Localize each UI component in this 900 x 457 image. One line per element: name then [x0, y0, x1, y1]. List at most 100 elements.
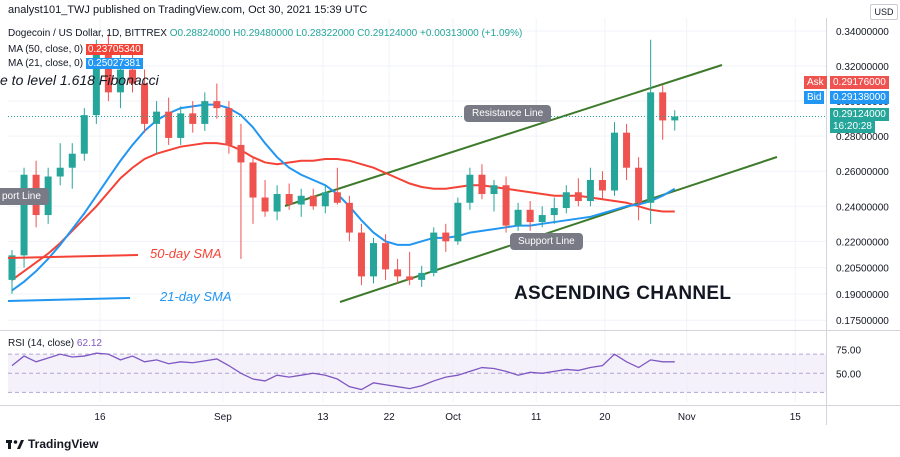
candle-body [357, 232, 365, 277]
channel-upper-line [284, 64, 723, 207]
price-tick-label: 0.20500000 [836, 264, 889, 275]
price-tick-label: 0.24000000 [836, 202, 889, 213]
candle-body [382, 243, 390, 270]
ask-label: Ask [804, 76, 827, 89]
support-line-label: Support Line [510, 233, 583, 250]
time-tick-label: Nov [678, 412, 696, 423]
candle-body [225, 108, 233, 145]
candle [80, 108, 88, 161]
price-tick-label: 0.19000000 [836, 290, 889, 301]
candle-body [550, 208, 558, 216]
sma21-legend-line [7, 297, 131, 302]
candle-body [562, 192, 570, 209]
candle [237, 123, 245, 259]
candle-body [56, 167, 64, 177]
candle-body [538, 215, 546, 223]
candle [116, 45, 124, 109]
candle-body [647, 92, 655, 203]
channel-lower-line [339, 156, 778, 303]
candle-body [659, 92, 667, 121]
candle [538, 206, 546, 228]
time-tick-label: 13 [317, 412, 329, 423]
candle-body [333, 192, 341, 203]
time-tick-label: Sep [214, 412, 232, 423]
candle-body [370, 243, 377, 277]
candle-body [466, 174, 474, 203]
candle-body [490, 185, 498, 195]
candle-body [586, 179, 594, 202]
publisher-line: analyst101_TWJ published on TradingView.… [8, 4, 367, 16]
candle [56, 143, 64, 186]
candles [8, 34, 679, 294]
candle-body [502, 185, 510, 226]
candle-body [285, 194, 293, 205]
time-tick-label: 22 [384, 412, 396, 423]
candle [502, 176, 510, 233]
candle-body [20, 174, 28, 256]
candle [611, 122, 618, 196]
resistance-line-label: Resistance Line [464, 105, 552, 122]
time-tick-label: 11 [531, 412, 542, 423]
price-tick-label: 0.26000000 [836, 167, 889, 178]
sma-legend-lines [7, 254, 139, 302]
candle [370, 237, 377, 284]
candle [418, 265, 426, 287]
rsi-value: 62.12 [76, 338, 102, 349]
candle [550, 197, 558, 224]
candle [249, 157, 257, 224]
candle-body [153, 111, 161, 124]
candle-body [345, 202, 353, 233]
sma50-annotation: 50-day SMA [150, 246, 222, 261]
high-value: H0.29480000 [233, 28, 294, 39]
candle [165, 97, 173, 145]
candle-body [141, 83, 149, 124]
currency-button[interactable]: USD [870, 4, 898, 20]
candle-body [213, 101, 221, 109]
candle [321, 185, 329, 214]
ma21-legend[interactable]: MA (21, close, 0) 0.25027381 [8, 58, 143, 69]
candle [261, 179, 269, 217]
rsi-legend[interactable]: RSI (14, close) 62.12 [8, 338, 102, 349]
price-tick-label: 0.17500000 [836, 316, 889, 327]
support-line-label-left: port Line [0, 188, 49, 205]
candle-body [623, 132, 631, 168]
change-value: +0.00313000 (+1.09%) [420, 28, 523, 39]
time-tick-label: 20 [599, 412, 611, 423]
tradingview-logo[interactable]: TradingView [6, 437, 98, 451]
ma50-legend[interactable]: MA (50, close, 0) 0.23705340 [8, 44, 143, 55]
sma50-legend-line [7, 254, 139, 259]
candle [129, 50, 136, 93]
candle-body [394, 269, 402, 277]
candle [562, 185, 570, 214]
rsi-label: RSI (14, close) [8, 338, 75, 349]
candle-body [80, 115, 88, 154]
candle-body [116, 69, 124, 93]
bid-value: 0.29138000 [830, 91, 889, 104]
candle [671, 110, 679, 131]
candle [8, 250, 16, 294]
candle [68, 143, 76, 189]
candle-body [406, 276, 414, 280]
candle-body [478, 174, 486, 195]
candle [478, 164, 486, 200]
candle [659, 85, 667, 140]
rsi-tick-label: 75.00 [836, 345, 861, 356]
candle [586, 167, 594, 207]
candle [382, 234, 390, 280]
ma21-value: 0.25027381 [85, 58, 143, 69]
candle [526, 201, 534, 231]
candle-body [68, 153, 76, 168]
candle [333, 167, 341, 205]
candle-body [442, 232, 450, 242]
candle [623, 123, 631, 180]
candle [153, 101, 161, 154]
ma21-label: MA (21, close, 0) [8, 58, 84, 69]
price-tick-label: 0.28000000 [836, 132, 889, 143]
ask-value: 0.29176000 [830, 76, 889, 89]
price-tick-label: 0.34000000 [836, 27, 889, 38]
symbol-name: Dogecoin / US Dollar, 1D, BITTREX [8, 28, 167, 39]
candle [285, 183, 293, 210]
publisher-text: analyst101_TWJ published on TradingView.… [8, 4, 368, 16]
candle-body [514, 209, 522, 226]
candle [442, 223, 450, 252]
